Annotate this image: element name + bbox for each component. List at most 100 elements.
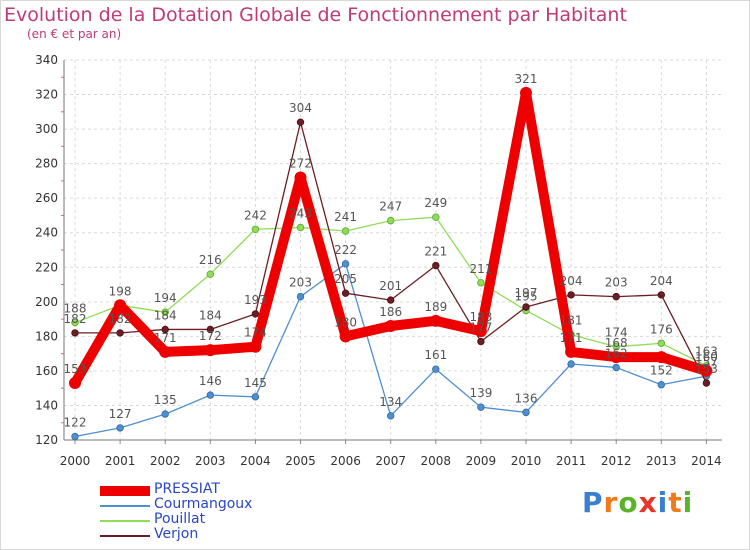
data-point-pouillat — [71, 318, 79, 327]
data-label-courmangoux: 157 — [695, 355, 718, 369]
y-tick-label: 180 — [35, 329, 58, 343]
data-point-pressiat — [69, 377, 81, 389]
data-point-pressiat — [610, 351, 623, 364]
x-tick-label: 2010 — [511, 454, 542, 468]
data-label-courmangoux: 161 — [424, 348, 447, 362]
data-point-pouillat — [251, 225, 260, 233]
data-point-pressiat — [114, 299, 127, 312]
data-point-verjon — [251, 310, 260, 318]
data-label-pressiat: 272 — [289, 156, 312, 170]
data-label-verjon: 153 — [695, 362, 718, 376]
y-tick-label: 200 — [35, 295, 58, 309]
legend-label: Courmangoux — [154, 496, 253, 512]
data-point-verjon — [387, 296, 395, 304]
data-point-pressiat — [520, 86, 532, 99]
x-tick-label: 2014 — [691, 454, 722, 468]
data-label-pouillat: 188 — [64, 302, 87, 316]
legend-swatch — [100, 505, 150, 507]
data-point-pressiat — [565, 345, 578, 358]
proxiti-logo: Proxiti — [582, 486, 693, 519]
data-point-verjon — [296, 118, 305, 126]
data-label-courmangoux: 127 — [109, 407, 132, 421]
data-label-verjon: 197 — [515, 286, 538, 300]
logo-letter: o — [618, 486, 639, 519]
data-point-courmangoux — [116, 424, 124, 432]
data-labels: 122 127 135 146 145 203 222 134 161 139 136 162 152 1… — [64, 72, 718, 430]
data-label-verjon: 204 — [650, 274, 673, 288]
data-label-verjon: 205 — [334, 272, 357, 286]
data-label-pressiat: 186 — [379, 305, 402, 319]
grid — [64, 59, 722, 441]
data-point-pressiat — [294, 171, 307, 184]
y-tick-label: 320 — [35, 88, 58, 102]
x-tick-label: 2001 — [105, 454, 136, 468]
data-point-pouillat — [161, 308, 169, 316]
x-tick-label: 2005 — [285, 454, 316, 468]
data-label-pressiat: 168 — [605, 336, 628, 350]
legend-item-verjon: Verjon — [100, 526, 320, 544]
data-point-pressiat — [159, 345, 172, 358]
x-tick-label: 2003 — [195, 454, 226, 468]
data-label-courmangoux: 122 — [64, 416, 87, 430]
data-point-courmangoux — [612, 363, 620, 372]
data-point-pressiat — [474, 325, 487, 338]
data-point-courmangoux — [477, 403, 485, 411]
data-point-courmangoux — [432, 365, 440, 373]
chart-subtitle: (en € et par an) — [27, 27, 122, 41]
data-label-pressiat: 160 — [695, 350, 718, 364]
series-lines — [69, 86, 713, 441]
data-point-pressiat — [339, 330, 352, 343]
data-label-pressiat: 171 — [560, 331, 583, 345]
legend-label: Verjon — [154, 526, 199, 542]
data-label-courmangoux: 145 — [244, 376, 267, 390]
data-point-pressiat — [655, 351, 668, 364]
data-point-verjon — [161, 325, 169, 334]
data-point-pressiat — [204, 344, 217, 357]
x-tick-label: 2002 — [150, 454, 181, 468]
data-point-pouillat — [432, 213, 440, 221]
data-label-verjon: 304 — [289, 101, 312, 115]
data-label-pressiat: 189 — [424, 300, 447, 314]
data-label-courmangoux: 222 — [334, 243, 357, 257]
data-label-pouillat: 243 — [289, 207, 312, 221]
data-point-verjon — [71, 329, 79, 337]
data-label-courmangoux: 135 — [154, 393, 177, 407]
x-tick-label: 2011 — [556, 454, 587, 468]
data-label-verjon: 221 — [424, 245, 447, 259]
data-label-pressiat: 198 — [109, 284, 132, 298]
y-tick-label: 120 — [35, 433, 58, 447]
legend-swatch — [100, 486, 150, 496]
legend-item-pouillat: Pouillat — [100, 511, 320, 529]
data-point-pouillat — [657, 339, 665, 347]
x-tick-label: 2006 — [330, 454, 361, 468]
data-label-verjon: 203 — [605, 276, 628, 290]
legend-swatch — [100, 520, 150, 522]
data-label-verjon: 204 — [560, 274, 583, 288]
data-point-pouillat — [612, 343, 620, 351]
data-label-pressiat: 171 — [154, 331, 177, 345]
data-label-pouillat: 174 — [605, 326, 628, 340]
data-point-verjon — [477, 337, 485, 346]
data-point-courmangoux — [387, 412, 395, 420]
data-point-courmangoux — [206, 391, 214, 399]
line-chart: 120 140 160 180 200 220 240 260 280 300 320 340 2000… — [35, 53, 722, 468]
data-label-pouillat: 194 — [154, 291, 177, 305]
data-label-pouillat: 181 — [560, 314, 583, 328]
data-point-courmangoux — [567, 360, 575, 368]
x-tick-label: 2000 — [60, 454, 91, 468]
data-label-pouillat: 241 — [334, 210, 357, 224]
data-point-verjon — [522, 303, 530, 311]
y-tick-label: 160 — [35, 364, 58, 378]
data-label-pouillat: 247 — [379, 200, 402, 214]
data-label-pressiat: 180 — [334, 315, 357, 329]
data-label-pouillat: 211 — [469, 262, 492, 276]
data-point-pressiat — [700, 364, 713, 377]
legend-item-pressiat: PRESSIAT — [100, 481, 320, 499]
data-label-courmangoux: 162 — [605, 346, 628, 360]
data-label-pressiat: 172 — [199, 329, 222, 343]
x-tick-label: 2008 — [421, 454, 452, 468]
axes: 120 140 160 180 200 220 240 260 280 300 320 340 2000… — [35, 53, 722, 468]
data-point-verjon — [612, 292, 620, 301]
data-point-courmangoux — [251, 393, 260, 401]
data-label-courmangoux: 134 — [379, 395, 402, 409]
